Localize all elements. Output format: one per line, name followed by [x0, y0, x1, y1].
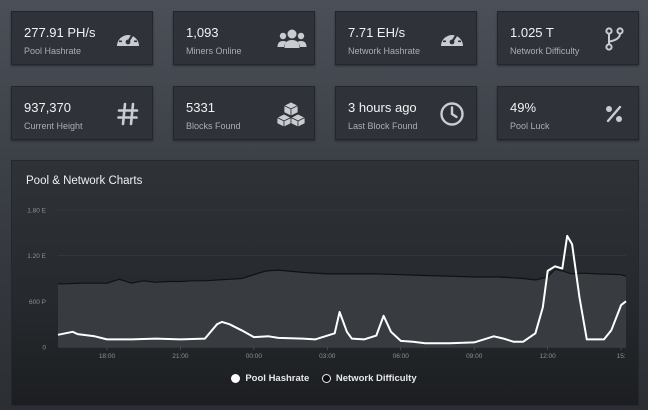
- stat-value: 3 hours ago: [348, 100, 417, 115]
- clock-icon: [438, 100, 466, 128]
- stat-label: Miners Online: [186, 46, 242, 56]
- stat-label: Network Hashrate: [348, 46, 421, 56]
- stat-card-last-block-found: 3 hours ago Last Block Found: [335, 86, 477, 140]
- branch-icon: [600, 25, 628, 53]
- legend-label-network: Network Difficulty: [335, 373, 417, 384]
- stat-label: Pool Hashrate: [24, 46, 82, 56]
- panel-title: Pool & Network Charts: [26, 175, 143, 187]
- stat-card-current-height: 937,370 Current Height: [11, 86, 153, 140]
- stat-label: Pool Luck: [510, 121, 550, 131]
- gauge-icon: [114, 25, 142, 53]
- stat-value: 5331: [186, 100, 215, 115]
- stat-card-network-hashrate: 7.71 EH/s Network Hashrate: [335, 11, 477, 65]
- charts-panel: Pool & Network Charts: [11, 160, 639, 406]
- stat-label: Blocks Found: [186, 121, 241, 131]
- legend-label-pool: Pool Hashrate: [245, 373, 310, 384]
- stat-card-blocks-found: 5331 Blocks Found: [173, 86, 315, 140]
- legend-item-network-difficulty[interactable]: Network Difficulty: [321, 373, 417, 384]
- hash-icon: [114, 100, 142, 128]
- stat-card-network-difficulty: 1.025 T Network Difficulty: [497, 11, 639, 65]
- stat-value: 7.71 EH/s: [348, 25, 406, 40]
- stat-label: Last Block Found: [348, 121, 418, 131]
- chart-legend: Pool Hashrate Network Difficulty: [0, 373, 648, 386]
- stat-value: 937,370: [24, 100, 71, 115]
- legend-item-pool-hashrate[interactable]: Pool Hashrate: [231, 373, 309, 384]
- legend-dot-pool: [231, 374, 241, 383]
- stat-value: 1,093: [186, 25, 219, 40]
- percent-icon: [600, 100, 628, 128]
- stat-card-pool-luck: 49% Pool Luck: [497, 86, 639, 140]
- stat-value: 1.025 T: [510, 25, 554, 40]
- users-icon: [276, 25, 307, 53]
- cubes-icon: [276, 100, 306, 128]
- gauge-icon: [438, 25, 466, 53]
- stat-card-pool-hashrate: 277.91 PH/s Pool Hashrate: [11, 11, 153, 65]
- stat-value: 277.91 PH/s: [24, 25, 96, 40]
- stat-value: 49%: [510, 100, 537, 115]
- stat-label: Network Difficulty: [510, 46, 580, 56]
- stat-card-miners-online: 1,093 Miners Online: [173, 11, 315, 65]
- legend-dot-network: [321, 374, 331, 383]
- stat-label: Current Height: [24, 121, 83, 131]
